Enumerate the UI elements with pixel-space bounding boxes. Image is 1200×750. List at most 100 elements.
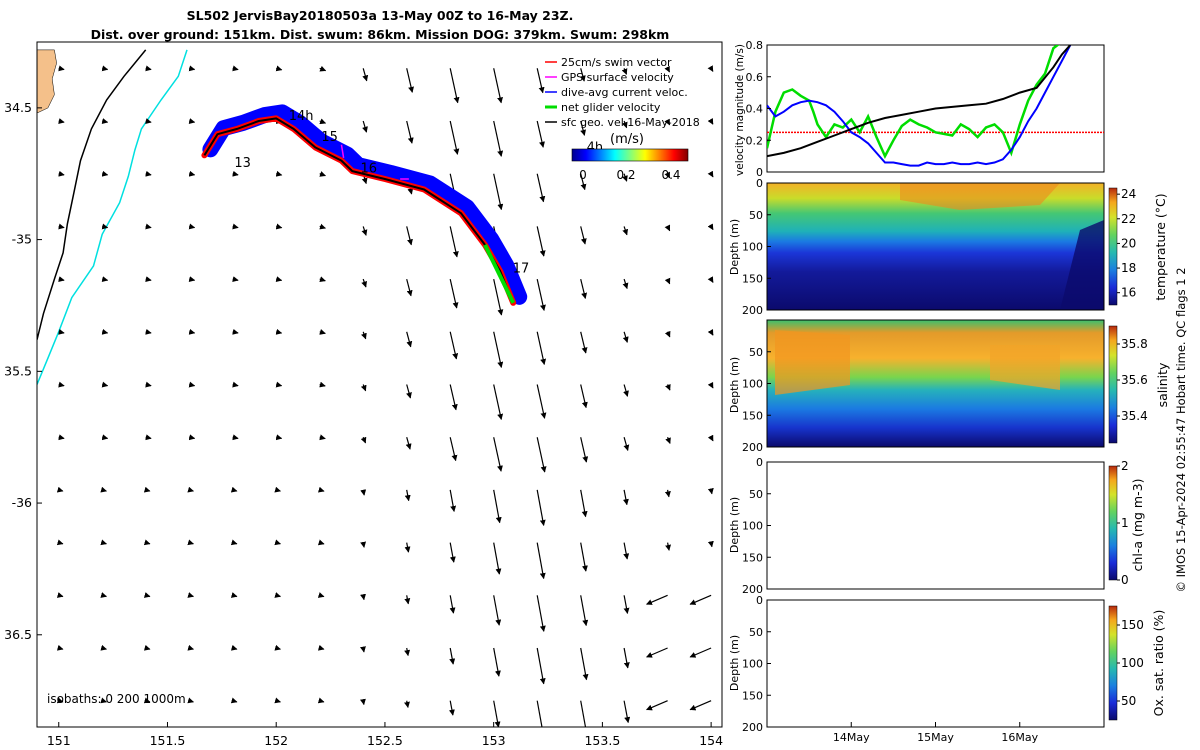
salinity-y-axis: 50 100 150 200 xyxy=(742,346,771,454)
map-x-tick-label: 153 xyxy=(482,733,506,748)
isobaths-label: isobaths: 0 200 1000m xyxy=(47,692,186,706)
geostrophic-velocity-arrow xyxy=(360,541,367,548)
depth-tick-label: 100 xyxy=(742,658,763,671)
track-day-label: 17 xyxy=(513,262,530,277)
geostrophic-velocity-arrow xyxy=(101,328,109,335)
geostrophic-velocity-arrow xyxy=(360,489,367,496)
temperature-depth-label: Depth (m) xyxy=(728,219,741,275)
geostrophic-velocity-arrow xyxy=(449,542,456,563)
geostrophic-velocity-arrow xyxy=(101,434,109,441)
geostrophic-velocity-arrow xyxy=(230,486,238,493)
geostrophic-velocity-arrow xyxy=(707,170,714,178)
geostrophic-velocity-arrow xyxy=(406,331,413,348)
geostrophic-velocity-arrow xyxy=(319,381,326,388)
geostrophic-velocity-arrow xyxy=(580,542,588,572)
geostrophic-velocity-arrow xyxy=(707,223,714,231)
geostrophic-velocity-arrow xyxy=(536,437,547,473)
geostrophic-velocity-arrow xyxy=(145,118,152,124)
depth-tick-label: 100 xyxy=(742,520,763,533)
geostrophic-velocity-arrow xyxy=(449,384,458,411)
geostrophic-velocity-arrow xyxy=(359,646,366,653)
chlorophyll-colorbar-label: chl-a (mg m-3) xyxy=(1130,479,1145,572)
geostrophic-velocity-arrow xyxy=(101,170,109,177)
geostrophic-velocity-arrow xyxy=(536,173,546,203)
geostrophic-velocity-arrow xyxy=(707,487,714,495)
colorbar-tick-label: 20 xyxy=(1121,236,1136,250)
oxygen-y-axis: 0 50 100 150 200 xyxy=(742,594,771,734)
geostrophic-velocity-arrow xyxy=(188,223,196,230)
geostrophic-velocity-arrow xyxy=(58,381,65,388)
geostrophic-velocity-arrow xyxy=(449,647,456,665)
geostrophic-velocity-arrow xyxy=(319,276,326,283)
map-x-axis: 151 151.5 152 152.5 153 153.5 154 xyxy=(47,722,723,748)
geostrophic-velocity-arrow xyxy=(232,381,239,388)
geostrophic-velocity-arrow xyxy=(580,489,588,518)
velocity-series xyxy=(767,45,1104,167)
geostrophic-velocity-arrow xyxy=(145,276,152,283)
geostrophic-velocity-arrow xyxy=(101,118,109,124)
map-x-tick-label: 153.5 xyxy=(584,733,620,748)
temperature-colorbar xyxy=(1108,187,1118,306)
geostrophic-velocity-arrow xyxy=(317,592,325,598)
geostrophic-velocity-arrow xyxy=(580,278,588,299)
geostrophic-velocity-arrow xyxy=(580,595,589,627)
geostrophic-velocity-arrow xyxy=(406,278,413,297)
geostrophic-velocity-arrow xyxy=(232,223,239,230)
geostrophic-velocity-arrow xyxy=(536,278,546,311)
geostrophic-velocity-arrow xyxy=(580,120,587,136)
geostrophic-velocity-arrow xyxy=(56,697,64,704)
map-legend: 25cm/s swim vector GPS surface velocity … xyxy=(545,56,700,129)
oxygen-colorbar-ticks: 50 100 150 xyxy=(1117,618,1144,708)
geostrophic-velocity-arrow xyxy=(360,436,367,444)
geostrophic-velocity-arrow xyxy=(580,226,587,245)
glider-track xyxy=(201,104,528,306)
map-x-tick-label: 151 xyxy=(47,733,71,748)
geostrophic-velocity-arrow xyxy=(230,697,238,704)
geostrophic-velocity-arrow xyxy=(359,698,366,706)
geostrophic-velocity-arrow xyxy=(187,486,194,493)
geostrophic-velocity-arrow xyxy=(621,68,628,75)
geostrophic-velocity-arrow xyxy=(579,68,586,82)
geostrophic-velocity-arrow xyxy=(665,436,671,444)
geostrophic-velocity-arrow xyxy=(449,278,459,309)
geostrophic-velocity-arrow xyxy=(319,434,326,441)
depth-tick-label: 50 xyxy=(749,626,763,639)
geostrophic-velocity-arrow xyxy=(188,276,196,283)
geostrophic-velocity-arrow xyxy=(536,595,546,632)
depth-tick-label: 200 xyxy=(742,304,763,317)
geostrophic-velocity-arrow xyxy=(493,647,501,677)
map-x-tick-label: 152 xyxy=(264,733,288,748)
geostrophic-velocity-arrow xyxy=(143,539,151,546)
geostrophic-velocity-arrow xyxy=(100,539,107,546)
geostrophic-velocity-arrow xyxy=(664,330,671,338)
geostrophic-velocity-arrow xyxy=(275,381,283,388)
colorbar-tick-label: 100 xyxy=(1121,656,1144,670)
footer-timestamp-note: © IMOS 15-Apr-2024 02:55:47 Hobart time.… xyxy=(1174,267,1188,592)
gps-surface-velocity-arrow xyxy=(340,144,345,159)
geostrophic-velocity-arrow xyxy=(580,331,588,354)
map-y-tick-label: -36 xyxy=(12,495,32,510)
map-y-tick-label: 35.5 xyxy=(4,363,32,378)
geostrophic-velocity-arrow xyxy=(100,644,107,651)
geostrophic-velocity-arrow xyxy=(536,489,546,526)
depth-tick-label: 100 xyxy=(742,378,763,391)
geostrophic-velocity-arrow xyxy=(362,120,368,133)
geostrophic-velocity-arrow xyxy=(101,276,109,283)
temperature-deep-patch xyxy=(1060,220,1104,310)
geostrophic-velocity-arrow xyxy=(232,276,239,283)
geostrophic-velocity-arrow xyxy=(622,489,629,506)
geostrophic-velocity-arrow xyxy=(275,434,283,441)
geostrophic-velocity-arrow xyxy=(404,647,411,657)
geostrophic-velocity-arrow xyxy=(493,595,502,626)
geostrophic-velocity-arrow xyxy=(404,595,411,605)
track-day-label: 16 xyxy=(360,161,377,176)
depth-tick-label: 100 xyxy=(742,241,763,254)
track-day-label: 15 xyxy=(321,130,338,145)
geostrophic-velocity-arrow xyxy=(58,118,65,124)
geostrophic-velocity-arrow xyxy=(707,381,714,389)
geostrophic-velocity-arrow xyxy=(361,331,367,340)
geostrophic-velocity-arrow xyxy=(493,437,503,472)
geostrophic-velocity-arrow xyxy=(143,486,151,493)
geostrophic-velocity-arrow xyxy=(319,118,327,125)
